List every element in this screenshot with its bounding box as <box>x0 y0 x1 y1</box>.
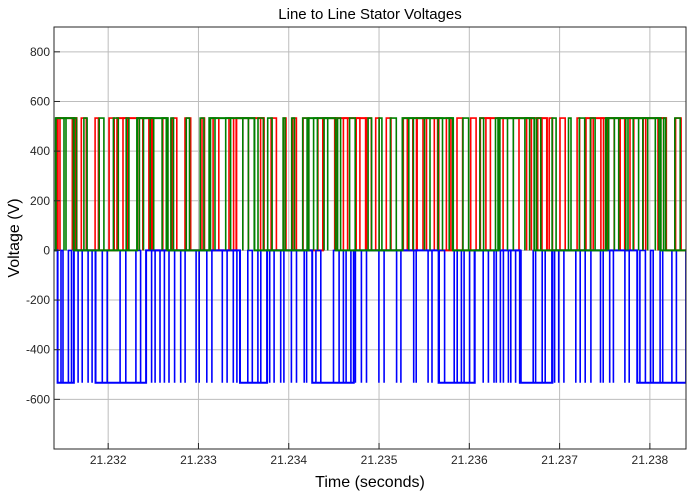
y-tick-label: 200 <box>30 194 50 208</box>
x-tick-label: 21.237 <box>541 453 578 467</box>
chart-title: Line to Line Stator Voltages <box>278 6 461 23</box>
x-tick-label: 21.232 <box>90 453 127 467</box>
y-tick-label: -400 <box>26 343 50 357</box>
x-tick-label: 21.235 <box>361 453 398 467</box>
y-tick-label: 600 <box>30 94 50 108</box>
series-line-green-switching <box>63 117 681 251</box>
y-tick-label: -200 <box>26 293 50 307</box>
y-tick-label: -600 <box>26 392 50 406</box>
y-tick-label: 800 <box>30 45 50 59</box>
x-tick-label: 21.238 <box>632 453 669 467</box>
y-tick-label: 400 <box>30 144 50 158</box>
ticks: 21.232 21.233 21.234 21.235 21.236 21.237 21.2… <box>26 45 669 467</box>
x-tick-label: 21.236 <box>451 453 488 467</box>
x-tick-label: 21.234 <box>270 453 307 467</box>
series-line-green <box>54 117 686 252</box>
y-axis-title: Voltage (V) <box>6 198 23 277</box>
series-line-green-group <box>54 117 686 252</box>
y-tick-label: 0 <box>43 243 50 257</box>
plot-frame <box>53 26 687 450</box>
x-axis-title: Time (seconds) <box>315 474 425 491</box>
x-tick-label: 21.233 <box>180 453 217 467</box>
series-layer <box>54 117 686 384</box>
